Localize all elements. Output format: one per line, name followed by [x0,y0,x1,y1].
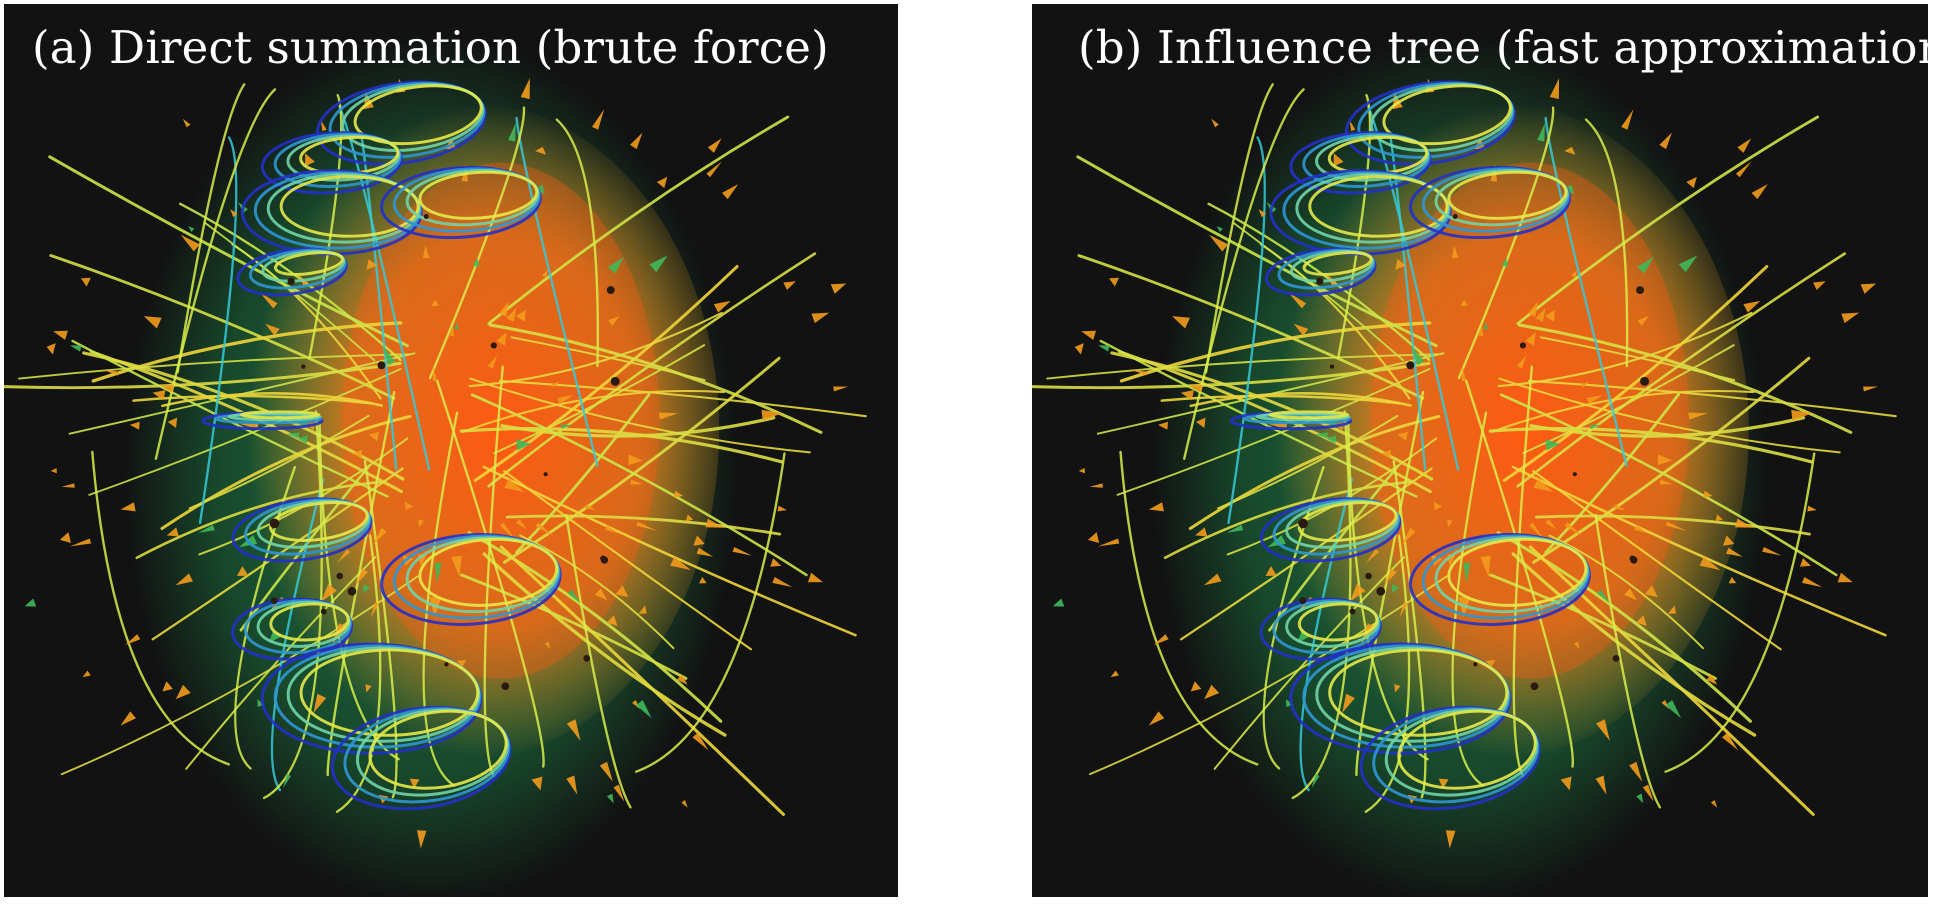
field-visualization-tree [1032,33,1897,897]
particles [269,214,620,691]
panel-b-caption: (b) Influence tree (fast approximation) [1078,21,1928,74]
panel-direct-summation: (a) Direct summation (brute force) [4,4,898,897]
field-visualization-direct [4,33,867,897]
vortex-rings [1229,80,1591,811]
vortex-rings [201,80,562,811]
streamlines [1032,83,1897,816]
panel-a-caption: (a) Direct summation (brute force) [32,21,829,74]
panel-influence-tree: (b) Influence tree (fast approximation) [1032,4,1928,897]
particles [1298,214,1650,691]
